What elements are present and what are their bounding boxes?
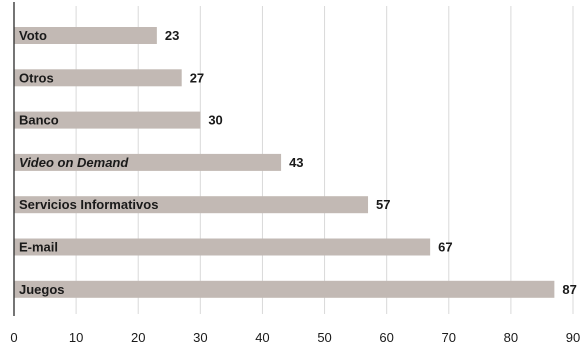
x-tick-label: 0: [10, 330, 17, 345]
category-label: Servicios Informativos: [19, 197, 158, 212]
bar: [14, 111, 201, 129]
bar: [14, 196, 369, 214]
category-label: E-mail: [19, 240, 58, 255]
bar: [14, 280, 555, 298]
x-tick-label: 10: [69, 330, 83, 345]
x-tick-label: 90: [566, 330, 580, 345]
x-tick-label: 40: [255, 330, 269, 345]
x-tick-label: 30: [193, 330, 207, 345]
bar: [14, 238, 431, 256]
category-label: Otros: [19, 70, 54, 85]
category-label: Banco: [19, 113, 59, 128]
x-tick-label: 50: [317, 330, 331, 345]
value-label: 43: [289, 155, 303, 170]
grid-lines: [75, 6, 574, 314]
x-tick-label: 80: [504, 330, 518, 345]
x-tick-label: 60: [379, 330, 393, 345]
category-label: Video on Demand: [19, 155, 129, 170]
bar: [14, 27, 157, 44]
category-label: Voto: [19, 28, 47, 43]
value-label: 27: [190, 70, 204, 85]
bar: [14, 69, 182, 87]
value-label: 57: [376, 197, 390, 212]
bar: [14, 153, 282, 171]
x-axis-ticks: 0 10 20 30 40 50 60 70 80 90: [10, 330, 580, 345]
category-label: Juegos: [19, 282, 65, 297]
x-tick-label: 20: [131, 330, 145, 345]
x-tick-label: 70: [442, 330, 456, 345]
value-label: 67: [438, 240, 452, 255]
value-label: 30: [208, 113, 222, 128]
value-label: 23: [165, 28, 179, 43]
bars: Voto 23 Otros 27 Banco 30 Video on Demand 43 Ser…: [14, 27, 577, 298]
value-label: 87: [562, 282, 576, 297]
